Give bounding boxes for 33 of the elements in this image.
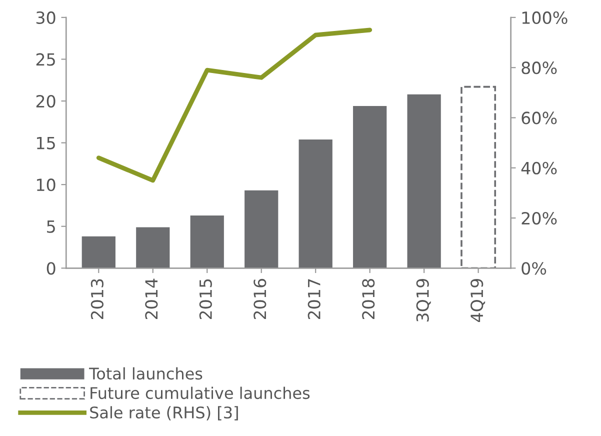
y2-tick-label: 60% — [522, 112, 557, 124]
x-tick-label: 2013 — [90, 279, 104, 320]
y2-tick-label: 80% — [522, 62, 557, 74]
y2-tick-label: 40% — [521, 162, 557, 174]
bar — [298, 139, 332, 268]
bar — [82, 236, 116, 268]
bar — [244, 190, 278, 268]
y2-tick-label: 0% — [522, 262, 546, 275]
bar — [353, 106, 387, 268]
y-tick-label: 5 — [47, 220, 55, 233]
legend-label: Sale rate (RHS) [3] — [90, 406, 238, 420]
y-tick-label: 20 — [36, 94, 56, 108]
bar — [190, 215, 224, 268]
y2-tick-label: 100% — [522, 11, 568, 24]
x-tick-label: 2015 — [199, 279, 212, 320]
x-tick-label: 3Q19 — [416, 279, 431, 322]
legend-label: Total launches — [89, 367, 202, 380]
bar — [407, 94, 441, 268]
bar — [136, 227, 170, 268]
legend-label: Future cumulative launches — [90, 386, 310, 400]
line-series — [96, 28, 372, 183]
x-tick-label: 2014 — [145, 278, 158, 320]
y-tick-label: 30 — [36, 11, 56, 24]
y-tick-label: 25 — [36, 53, 55, 66]
y-tick-label: 0 — [46, 262, 56, 275]
y2-tick-label: 20% — [522, 212, 557, 225]
bar — [460, 86, 496, 268]
x-tick-label: 4Q19 — [470, 279, 486, 322]
x-tick-label: 2018 — [362, 279, 375, 320]
x-tick-label: 2016 — [254, 278, 266, 320]
x-tick-label: 2017 — [308, 279, 320, 320]
y-tick-label: 10 — [37, 178, 56, 192]
y-tick-label: 15 — [37, 136, 55, 150]
